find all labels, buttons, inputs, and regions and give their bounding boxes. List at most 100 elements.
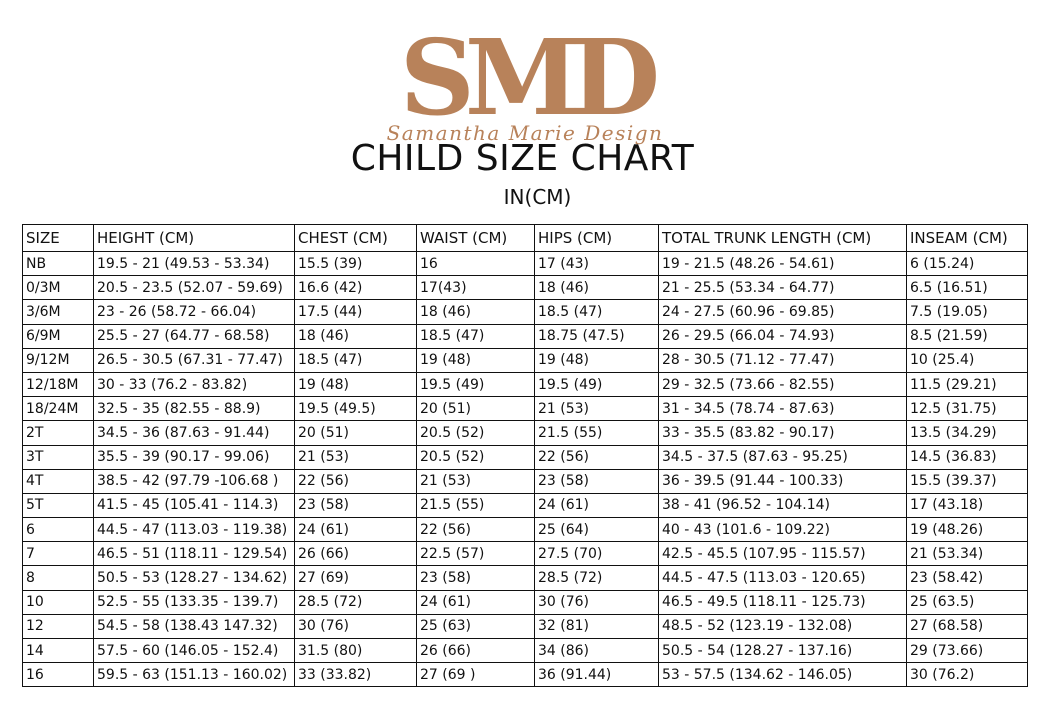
- cell-chest: 15.5 (39): [294, 250, 417, 277]
- table-row: 4T 38.5 - 42 (97.79 -106.68 ) 22 (56) 21 (5…: [22, 468, 1028, 494]
- cell-chest: 18.5 (47): [294, 347, 417, 373]
- table-row: 16 59.5 - 63 (151.13 - 160.02) 33 (33.82) 2…: [22, 662, 1028, 688]
- cell-hips: 28.5 (72): [534, 565, 659, 591]
- cell-size: 12/18M: [22, 371, 94, 398]
- cell-height: 23 - 26 (58.72 - 66.04): [93, 299, 295, 325]
- cell-inseam: 30 (76.2): [906, 662, 1028, 688]
- table-row: 12 54.5 - 58 (138.43 147.32) 30 (76) 25 (63…: [22, 613, 1028, 640]
- cell-trunk-length: 26 - 29.5 (66.04 - 74.93): [658, 323, 907, 349]
- cell-waist: 19 (48): [416, 347, 535, 373]
- cell-chest: 21 (53): [294, 444, 417, 470]
- cell-inseam: 6.5 (16.51): [906, 275, 1028, 301]
- cell-size: 12: [22, 613, 94, 640]
- cell-height: 32.5 - 35 (82.55 - 88.9): [93, 396, 295, 422]
- cell-size: 5T: [22, 492, 94, 519]
- cell-chest: 26 (66): [294, 541, 417, 567]
- cell-hips: 36 (91.44): [534, 662, 659, 688]
- cell-size: 2T: [22, 420, 94, 446]
- cell-waist: 22.5 (57): [416, 541, 535, 567]
- cell-trunk-length: 19 - 21.5 (48.26 - 54.61): [658, 250, 907, 277]
- cell-size: 9/12M: [22, 347, 94, 373]
- table-row: NB 19.5 - 21 (49.53 - 53.34) 15.5 (39) 16 17…: [22, 250, 1028, 277]
- table-row: 12/18M 30 - 33 (76.2 - 83.82) 19 (48) 19.5 …: [22, 371, 1028, 398]
- cell-waist: 18 (46): [416, 299, 535, 325]
- cell-waist: 19.5 (49): [416, 371, 535, 398]
- cell-trunk-length: 46.5 - 49.5 (118.11 - 125.73): [658, 589, 907, 615]
- cell-hips: 18.5 (47): [534, 299, 659, 325]
- table-row: 10 52.5 - 55 (133.35 - 139.7) 28.5 (72) 24 …: [22, 589, 1028, 615]
- cell-waist: 20.5 (52): [416, 420, 535, 446]
- table-row: 8 50.5 - 53 (128.27 - 134.62) 27 (69) 23 (5…: [22, 565, 1028, 591]
- table-body: NB 19.5 - 21 (49.53 - 53.34) 15.5 (39) 16 17…: [22, 250, 1028, 688]
- cell-trunk-length: 48.5 - 52 (123.19 - 132.08): [658, 613, 907, 640]
- cell-inseam: 17 (43.18): [906, 492, 1028, 519]
- cell-trunk-length: 42.5 - 45.5 (107.95 - 115.57): [658, 541, 907, 567]
- size-chart-table: SIZE HEIGHT (CM) CHEST (CM) WAIST (CM) HIPS …: [22, 224, 1028, 688]
- cell-height: 57.5 - 60 (146.05 - 152.4): [93, 637, 295, 664]
- logo-letters: SMD: [400, 22, 656, 139]
- cell-height: 44.5 - 47 (113.03 - 119.38): [93, 517, 295, 543]
- cell-inseam: 21 (53.34): [906, 541, 1028, 567]
- cell-height: 54.5 - 58 (138.43 147.32): [93, 613, 295, 640]
- cell-hips: 34 (86): [534, 637, 659, 664]
- cell-inseam: 29 (73.66): [906, 637, 1028, 664]
- column-header-height: HEIGHT (CM): [93, 224, 295, 252]
- cell-size: 10: [22, 589, 94, 615]
- cell-size: 14: [22, 637, 94, 664]
- cell-inseam: 7.5 (19.05): [906, 299, 1028, 325]
- cell-height: 38.5 - 42 (97.79 -106.68 ): [93, 468, 295, 494]
- table-row: 6 44.5 - 47 (113.03 - 119.38) 24 (61) 22 (5…: [22, 517, 1028, 543]
- cell-hips: 21 (53): [534, 396, 659, 422]
- cell-trunk-length: 36 - 39.5 (91.44 - 100.33): [658, 468, 907, 494]
- cell-size: 3T: [22, 444, 94, 470]
- cell-chest: 30 (76): [294, 613, 417, 640]
- cell-waist: 25 (63): [416, 613, 535, 640]
- cell-hips: 23 (58): [534, 468, 659, 494]
- cell-chest: 16.6 (42): [294, 275, 417, 301]
- cell-inseam: 12.5 (31.75): [906, 396, 1028, 422]
- cell-height: 26.5 - 30.5 (67.31 - 77.47): [93, 347, 295, 373]
- table-row: 3T 35.5 - 39 (90.17 - 99.06) 21 (53) 20.5 (…: [22, 444, 1028, 470]
- cell-inseam: 13.5 (34.29): [906, 420, 1028, 446]
- column-header-chest: CHEST (CM): [294, 224, 417, 252]
- cell-chest: 20 (51): [294, 420, 417, 446]
- cell-waist: 21.5 (55): [416, 492, 535, 519]
- cell-chest: 28.5 (72): [294, 589, 417, 615]
- cell-size: 16: [22, 662, 94, 688]
- cell-inseam: 6 (15.24): [906, 250, 1028, 277]
- cell-waist: 20.5 (52): [416, 444, 535, 470]
- cell-chest: 24 (61): [294, 517, 417, 543]
- cell-waist: 24 (61): [416, 589, 535, 615]
- cell-size: 7: [22, 541, 94, 567]
- cell-chest: 33 (33.82): [294, 662, 417, 688]
- table-row: 3/6M 23 - 26 (58.72 - 66.04) 17.5 (44) 18 (…: [22, 299, 1028, 325]
- cell-inseam: 23 (58.42): [906, 565, 1028, 591]
- cell-hips: 25 (64): [534, 517, 659, 543]
- cell-hips: 19 (48): [534, 347, 659, 373]
- cell-waist: 27 (69 ): [416, 662, 535, 688]
- cell-waist: 18.5 (47): [416, 323, 535, 349]
- cell-waist: 20 (51): [416, 396, 535, 422]
- cell-waist: 22 (56): [416, 517, 535, 543]
- column-header-trunk-length: TOTAL TRUNK LENGTH (CM): [658, 224, 907, 252]
- table-row: 2T 34.5 - 36 (87.63 - 91.44) 20 (51) 20.5 (…: [22, 420, 1028, 446]
- cell-trunk-length: 28 - 30.5 (71.12 - 77.47): [658, 347, 907, 373]
- cell-height: 19.5 - 21 (49.53 - 53.34): [93, 250, 295, 277]
- cell-trunk-length: 33 - 35.5 (83.82 - 90.17): [658, 420, 907, 446]
- table-row: 7 46.5 - 51 (118.11 - 129.54) 26 (66) 22.5 …: [22, 541, 1028, 567]
- cell-chest: 19.5 (49.5): [294, 396, 417, 422]
- table-row: 14 57.5 - 60 (146.05 - 152.4) 31.5 (80) 26 …: [22, 637, 1028, 664]
- table-row: 5T 41.5 - 45 (105.41 - 114.3) 23 (58) 21.5 …: [22, 492, 1028, 519]
- cell-hips: 19.5 (49): [534, 371, 659, 398]
- cell-hips: 18.75 (47.5): [534, 323, 659, 349]
- cell-waist: 26 (66): [416, 637, 535, 664]
- cell-chest: 17.5 (44): [294, 299, 417, 325]
- cell-size: 0/3M: [22, 275, 94, 301]
- cell-hips: 30 (76): [534, 589, 659, 615]
- cell-height: 41.5 - 45 (105.41 - 114.3): [93, 492, 295, 519]
- table-header-row: SIZE HEIGHT (CM) CHEST (CM) WAIST (CM) HIPS …: [22, 224, 1028, 252]
- cell-inseam: 25 (63.5): [906, 589, 1028, 615]
- table-row: 6/9M 25.5 - 27 (64.77 - 68.58) 18 (46) 18.5…: [22, 323, 1028, 349]
- cell-hips: 17 (43): [534, 250, 659, 277]
- cell-height: 20.5 - 23.5 (52.07 - 59.69): [93, 275, 295, 301]
